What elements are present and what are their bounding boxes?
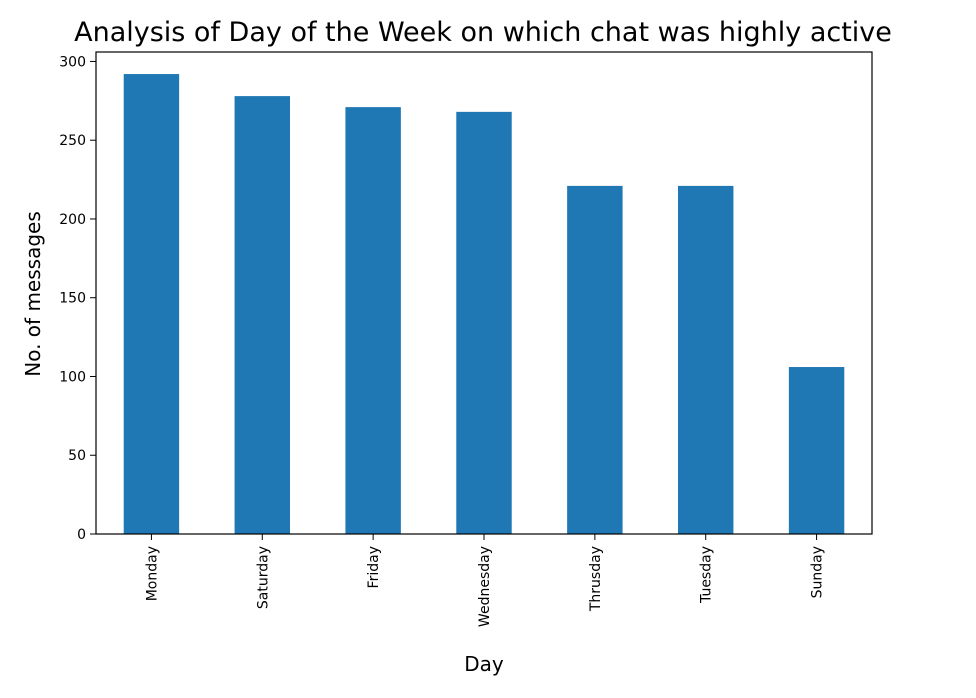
y-tick-label: 50 (68, 448, 86, 464)
bar-saturday (234, 96, 290, 534)
x-tick-label: Thrusday (588, 546, 604, 612)
chart-title: Analysis of Day of the Week on which cha… (74, 17, 892, 48)
x-tick-label: Sunday (810, 546, 826, 598)
x-axis-ticks: Monday Saturday Friday Wednesday Thrusday Tue… (144, 534, 826, 627)
bar-sunday (788, 367, 845, 534)
y-tick-label: 250 (59, 133, 86, 149)
bar-tuesday (678, 185, 734, 534)
y-axis-label: No. of messages (21, 211, 45, 377)
bar-thrusday (567, 185, 623, 534)
y-tick-label: 200 (59, 212, 86, 228)
x-tick-label: Wednesday (477, 546, 493, 627)
y-tick-label: 0 (77, 527, 86, 543)
y-tick-label: 100 (59, 369, 86, 385)
x-tick-label: Monday (144, 546, 160, 601)
plot-frame (95, 51, 873, 535)
bar-wednesday (456, 111, 512, 535)
x-axis-label: Day (464, 652, 504, 676)
y-tick-label: 150 (59, 291, 86, 307)
bar-friday (345, 107, 401, 534)
bars-group (123, 74, 845, 535)
y-tick-label: 300 (59, 54, 86, 70)
y-axis-ticks: 0 50 100 150 200 250 300 (59, 54, 96, 543)
bar-monday (123, 74, 180, 535)
x-tick-label: Saturday (255, 546, 271, 609)
x-tick-label: Friday (366, 546, 382, 588)
x-tick-label: Tuesday (699, 546, 715, 604)
